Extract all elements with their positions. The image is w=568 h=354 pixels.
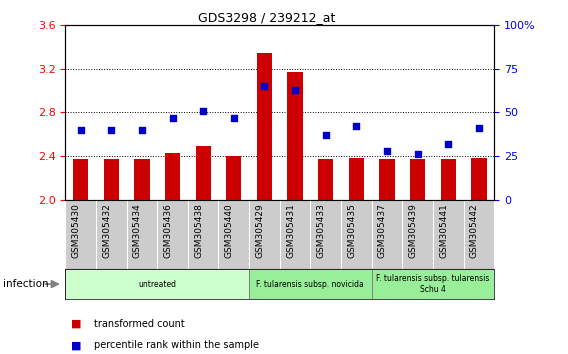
Text: GSM305442: GSM305442: [470, 204, 479, 258]
Text: ■: ■: [71, 319, 81, 329]
Point: [382, 148, 391, 154]
Bar: [249, 269, 371, 299]
Bar: [73, 160, 88, 200]
Text: GSM305429: GSM305429: [256, 204, 265, 258]
Bar: [349, 158, 364, 200]
Text: GDS3298 / 239212_at: GDS3298 / 239212_at: [198, 11, 336, 24]
Point: [168, 115, 177, 120]
Point: [137, 127, 147, 133]
Text: GSM305439: GSM305439: [408, 204, 417, 258]
Text: untreated: untreated: [138, 280, 176, 289]
Bar: [195, 146, 211, 200]
Text: GSM305432: GSM305432: [102, 204, 111, 258]
Bar: [318, 160, 333, 200]
Bar: [287, 72, 303, 200]
Bar: [226, 156, 241, 200]
Point: [290, 87, 299, 92]
Point: [474, 125, 483, 131]
Bar: [371, 269, 494, 299]
Point: [413, 152, 422, 157]
Point: [199, 108, 208, 114]
Point: [76, 127, 85, 133]
Bar: [471, 158, 487, 200]
Text: ■: ■: [71, 340, 81, 350]
Text: GSM305438: GSM305438: [194, 204, 203, 258]
Point: [352, 124, 361, 129]
Bar: [257, 53, 272, 200]
Point: [260, 83, 269, 89]
Text: GSM305431: GSM305431: [286, 204, 295, 258]
Point: [321, 132, 330, 138]
Text: GSM305435: GSM305435: [347, 204, 356, 258]
Bar: [379, 160, 395, 200]
Text: GSM305434: GSM305434: [133, 204, 142, 258]
Text: transformed count: transformed count: [94, 319, 185, 329]
Text: percentile rank within the sample: percentile rank within the sample: [94, 340, 258, 350]
Bar: [103, 160, 119, 200]
Text: infection: infection: [3, 279, 48, 289]
Bar: [134, 160, 149, 200]
Bar: [165, 153, 180, 200]
Bar: [441, 160, 456, 200]
Text: GSM305441: GSM305441: [439, 204, 448, 258]
Point: [107, 127, 116, 133]
Text: F. tularensis subsp. tularensis
Schu 4: F. tularensis subsp. tularensis Schu 4: [376, 274, 490, 294]
Text: GSM305430: GSM305430: [72, 204, 81, 258]
Text: GSM305440: GSM305440: [225, 204, 234, 258]
Point: [444, 141, 453, 147]
Bar: [65, 269, 249, 299]
Text: F. tularensis subsp. novicida: F. tularensis subsp. novicida: [257, 280, 364, 289]
Text: GSM305436: GSM305436: [164, 204, 173, 258]
Bar: [410, 160, 425, 200]
Text: GSM305437: GSM305437: [378, 204, 387, 258]
Point: [229, 115, 239, 120]
Text: GSM305433: GSM305433: [317, 204, 325, 258]
